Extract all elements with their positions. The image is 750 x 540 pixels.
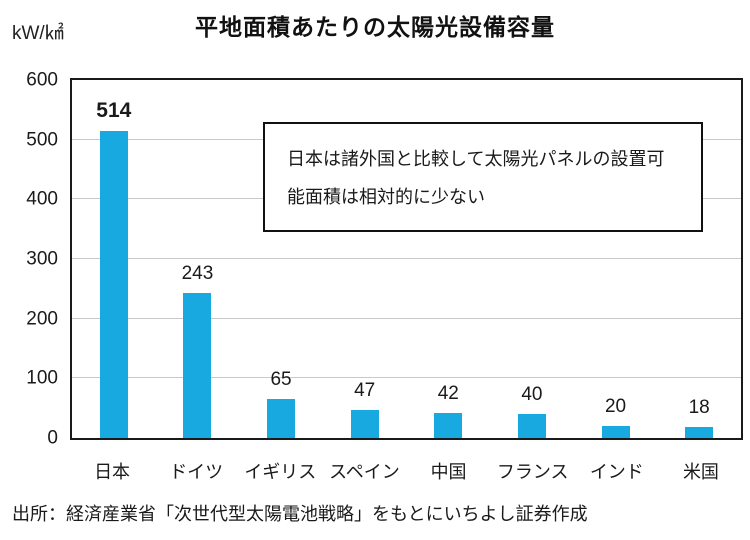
- x-axis-label-インド: インド: [589, 462, 644, 482]
- annotation-text: 日本は諸外国と比較して太陽光パネルの設置可能面積は相対的に少ない: [287, 149, 665, 207]
- bars-container: 514 243 65 47 42 40 20 18: [72, 80, 741, 438]
- y-axis-tick-label: 100: [26, 367, 58, 389]
- x-axis-label-スペイン: スペイン: [329, 462, 400, 482]
- bar-value-label: 40: [521, 384, 543, 406]
- gridline: [72, 317, 741, 319]
- chart-title: 平地面積あたりの太陽光設備容量: [195, 14, 555, 40]
- bar-cell: 40: [490, 80, 574, 438]
- bar-インド: [601, 426, 630, 438]
- source-text: 出所：経済産業省「次世代型太陽電池戦略」をもとにいちよし証券作成: [12, 504, 588, 524]
- bar-ドイツ: [183, 293, 212, 438]
- y-axis-tick-label: 500: [26, 129, 58, 151]
- bar-value-label: 514: [96, 99, 132, 123]
- bar-value-label: 243: [181, 263, 214, 285]
- x-axis: 日本 ドイツ イギリス スペイン 中国 フランス インド 米国: [70, 444, 743, 484]
- bar-value-label: 65: [270, 369, 292, 391]
- bar-cell: 47: [323, 80, 407, 438]
- x-axis-label-日本: 日本: [94, 462, 131, 482]
- bar-cell: 514: [72, 80, 156, 438]
- x-axis-label-ドイツ: ドイツ: [169, 462, 224, 482]
- bar-value-label: 18: [688, 397, 710, 419]
- bar-cell: 18: [657, 80, 741, 438]
- y-axis-tick-label: 300: [26, 248, 58, 270]
- bar-フランス: [517, 414, 546, 438]
- bar-value-label: 20: [604, 396, 627, 418]
- bar-value-label: 42: [437, 382, 459, 404]
- bar-スペイン: [350, 409, 379, 438]
- bar-value-label: 47: [354, 379, 376, 401]
- bar-cell: 42: [407, 80, 491, 438]
- bar-cell: 65: [239, 80, 323, 438]
- y-axis: 0 100 200 300 400 500 600: [0, 71, 58, 448]
- bar-イギリス: [267, 399, 296, 438]
- bar-中国: [434, 412, 463, 438]
- y-axis-tick-label: 200: [26, 308, 58, 330]
- bar-cell: 243: [156, 80, 240, 438]
- y-axis-unit-label: kW/㎢: [12, 23, 64, 44]
- x-axis-label-イギリス: イギリス: [244, 462, 317, 482]
- bar-cell: 20: [574, 80, 658, 438]
- y-axis-tick-label: 0: [47, 427, 58, 449]
- x-axis-label-米国: 米国: [682, 462, 719, 482]
- bar-米国: [685, 427, 714, 438]
- gridline: [72, 377, 741, 379]
- y-axis-tick-label: 400: [26, 188, 58, 210]
- x-axis-label-中国: 中国: [430, 462, 467, 482]
- annotation-box: 日本は諸外国と比較して太陽光パネルの設置可能面積は相対的に少ない: [263, 122, 703, 232]
- gridline: [72, 258, 741, 259]
- y-axis-tick-label: 600: [26, 69, 58, 91]
- x-axis-label-フランス: フランス: [496, 462, 569, 482]
- bar-日本: [99, 131, 128, 438]
